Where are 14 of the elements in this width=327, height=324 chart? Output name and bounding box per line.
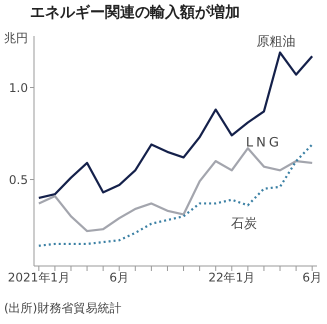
x-tick-label: 6月 — [302, 270, 322, 285]
x-tick-label: 6月 — [109, 270, 130, 285]
series-label: 石炭 — [230, 216, 257, 232]
series-label: LNG — [246, 136, 282, 151]
x-tick-label: 22年1月 — [208, 270, 256, 285]
chart-title: エネルギー関連の輸入額が増加 — [30, 3, 240, 22]
y-tick-label: 0.5 — [8, 172, 28, 187]
text: (出所)財務省貿易統計 — [4, 300, 122, 317]
y-tick-label: 1.0 — [8, 80, 28, 95]
line-series — [38, 147, 314, 232]
series-label: 原粗油 — [256, 34, 296, 50]
x-tick-label: 2021年1月 — [8, 270, 70, 285]
line-series — [38, 51, 314, 200]
y-axis-title: 兆円 — [4, 30, 28, 47]
